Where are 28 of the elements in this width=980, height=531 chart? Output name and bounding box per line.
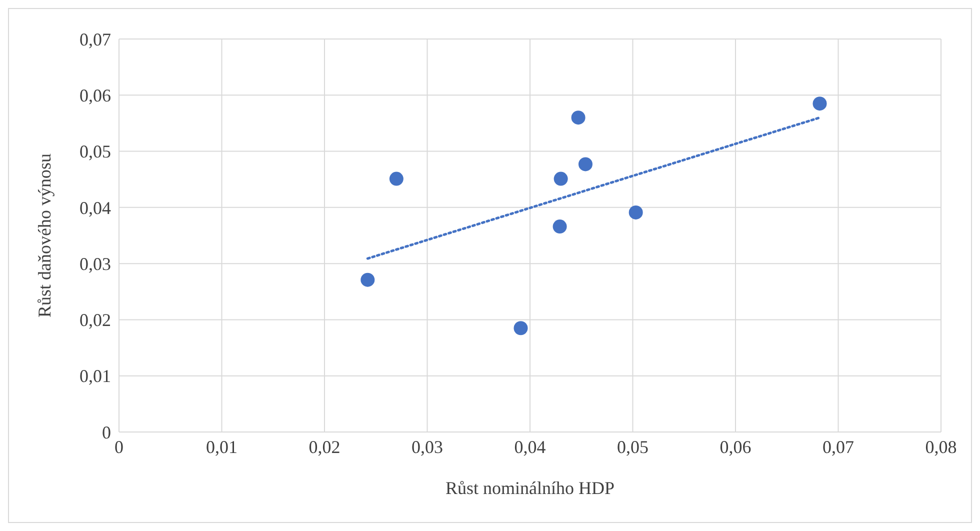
y-tick-label: 0,02: [80, 310, 111, 330]
x-tick-label: 0: [114, 436, 124, 457]
y-tick-label: 0: [102, 422, 111, 442]
y-axis-title: Růst daňového výnosu: [34, 154, 54, 318]
point: [571, 110, 586, 125]
x-tick-label: 0,08: [925, 436, 957, 457]
point: [552, 220, 567, 234]
y-tick-label: 0,01: [80, 366, 111, 386]
x-tick-label: 0,02: [308, 436, 340, 457]
y-tick-label: 0,06: [80, 86, 111, 106]
point: [578, 157, 592, 172]
y-tick-label: 0,07: [80, 29, 111, 50]
point: [628, 205, 643, 220]
point: [554, 172, 568, 186]
point: [514, 321, 528, 336]
point: [812, 96, 827, 111]
x-tick-label: 0,07: [822, 436, 854, 457]
point: [360, 272, 375, 287]
x-tick-label: 0,04: [514, 436, 546, 457]
point: [389, 172, 404, 186]
x-axis-title: Růst nominálního HDP: [445, 478, 615, 498]
x-tick-label: 0,05: [617, 436, 648, 457]
y-tick-label: 0,03: [80, 254, 111, 274]
y-tick-label: 0,04: [80, 198, 111, 218]
x-tick-label: 0,06: [720, 436, 752, 457]
x-tick-label: 0,01: [206, 436, 238, 457]
y-tick-label: 0,05: [80, 142, 111, 162]
x-tick-label: 0,03: [412, 436, 443, 457]
